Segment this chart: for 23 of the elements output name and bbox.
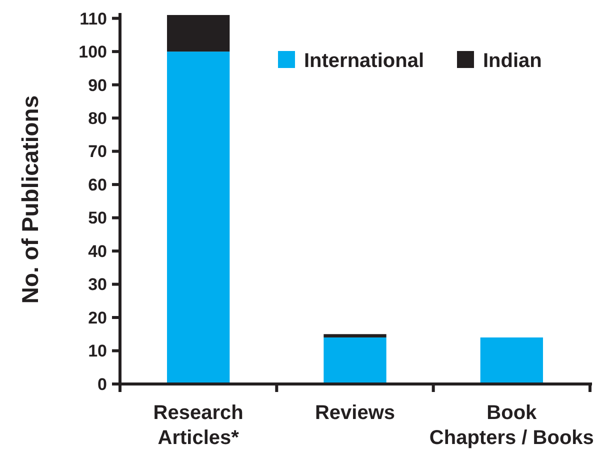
y-tick-label: 30	[88, 275, 107, 294]
y-tick-label: 50	[88, 208, 107, 228]
bar	[324, 337, 386, 384]
y-axis-title: No. of Publications	[17, 95, 43, 304]
x-tick-label: Book Chapters / Books	[429, 402, 594, 449]
legend-label: International	[304, 50, 424, 72]
bar	[480, 337, 543, 384]
y-tick-label: 100	[78, 42, 107, 62]
bar	[324, 334, 386, 338]
legend-label: Indian	[483, 50, 542, 72]
y-tick-label: 10	[88, 342, 107, 361]
y-tick-label: 90	[88, 76, 107, 95]
bar	[167, 52, 230, 384]
x-tick-label: Research Articles*	[153, 402, 244, 449]
y-tick-label: 40	[88, 242, 107, 261]
bar	[167, 15, 230, 52]
y-tick-label: 110	[80, 9, 107, 28]
y-tick-label: 20	[88, 308, 107, 328]
y-tick-label: 70	[88, 142, 107, 162]
y-tick-label: 0	[98, 374, 107, 394]
y-tick-label: 80	[88, 109, 107, 128]
y-tick-label: 60	[88, 175, 107, 194]
x-tick-label: Reviews	[314, 402, 396, 424]
